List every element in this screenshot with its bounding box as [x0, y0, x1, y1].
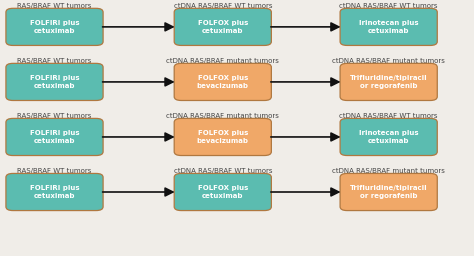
Text: ctDNA RAS/BRAF WT tumors: ctDNA RAS/BRAF WT tumors — [173, 168, 272, 174]
Text: Trifluridine/tipiracil
or regorafenib: Trifluridine/tipiracil or regorafenib — [350, 185, 428, 199]
Text: SECOND LINE: SECOND LINE — [189, 9, 256, 18]
FancyBboxPatch shape — [6, 118, 103, 155]
Text: RAS/BRAF WT tumors: RAS/BRAF WT tumors — [18, 58, 91, 64]
FancyBboxPatch shape — [174, 8, 271, 46]
Text: Irinotecan plus
cetuximab: Irinotecan plus cetuximab — [359, 130, 419, 144]
Text: ctDNA RAS/BRAF WT tumors: ctDNA RAS/BRAF WT tumors — [173, 3, 272, 9]
Text: ctDNA RAS/BRAF WT tumors: ctDNA RAS/BRAF WT tumors — [339, 3, 438, 9]
Text: Irinotecan plus
cetuximab: Irinotecan plus cetuximab — [359, 20, 419, 34]
FancyBboxPatch shape — [174, 118, 271, 155]
Text: FOLFIRI plus
cetuximab: FOLFIRI plus cetuximab — [30, 20, 79, 34]
FancyBboxPatch shape — [340, 118, 437, 155]
FancyBboxPatch shape — [6, 8, 103, 46]
Text: ctDNA RAS/BRAF mutant tumors: ctDNA RAS/BRAF mutant tumors — [166, 58, 279, 64]
FancyBboxPatch shape — [340, 63, 437, 100]
Text: FOLFOX plus
bevacizumab: FOLFOX plus bevacizumab — [197, 75, 249, 89]
Text: FOLFOX plus
bevacizumab: FOLFOX plus bevacizumab — [197, 130, 249, 144]
FancyBboxPatch shape — [340, 174, 437, 210]
FancyBboxPatch shape — [340, 8, 437, 46]
Text: FIRST LINE: FIRST LINE — [27, 9, 82, 18]
FancyBboxPatch shape — [6, 63, 103, 100]
Text: ctDNA RAS/BRAF WT tumors: ctDNA RAS/BRAF WT tumors — [339, 113, 438, 119]
Text: FOLFIRI plus
cetuximab: FOLFIRI plus cetuximab — [30, 130, 79, 144]
FancyBboxPatch shape — [6, 174, 103, 210]
Text: ctDNA RAS/BRAF mutant tumors: ctDNA RAS/BRAF mutant tumors — [332, 58, 445, 64]
Text: RAS/BRAF WT tumors: RAS/BRAF WT tumors — [18, 3, 91, 9]
FancyBboxPatch shape — [174, 174, 271, 210]
Text: Trifluridine/tipiracil
or regorafenib: Trifluridine/tipiracil or regorafenib — [350, 75, 428, 89]
Text: FOLFIRI plus
cetuximab: FOLFIRI plus cetuximab — [30, 185, 79, 199]
Text: ctDNA RAS/BRAF mutant tumors: ctDNA RAS/BRAF mutant tumors — [166, 113, 279, 119]
Text: RAS/BRAF WT tumors: RAS/BRAF WT tumors — [18, 168, 91, 174]
Text: FOLFOX plus
cetuximab: FOLFOX plus cetuximab — [198, 20, 248, 34]
Text: ctDNA RAS/BRAF mutant tumors: ctDNA RAS/BRAF mutant tumors — [332, 168, 445, 174]
Text: FOLFOX plus
cetuximab: FOLFOX plus cetuximab — [198, 185, 248, 199]
Text: THIRD LINE: THIRD LINE — [360, 9, 417, 18]
Text: FOLFIRI plus
cetuximab: FOLFIRI plus cetuximab — [30, 75, 79, 89]
Text: RAS/BRAF WT tumors: RAS/BRAF WT tumors — [18, 113, 91, 119]
FancyBboxPatch shape — [174, 63, 271, 100]
